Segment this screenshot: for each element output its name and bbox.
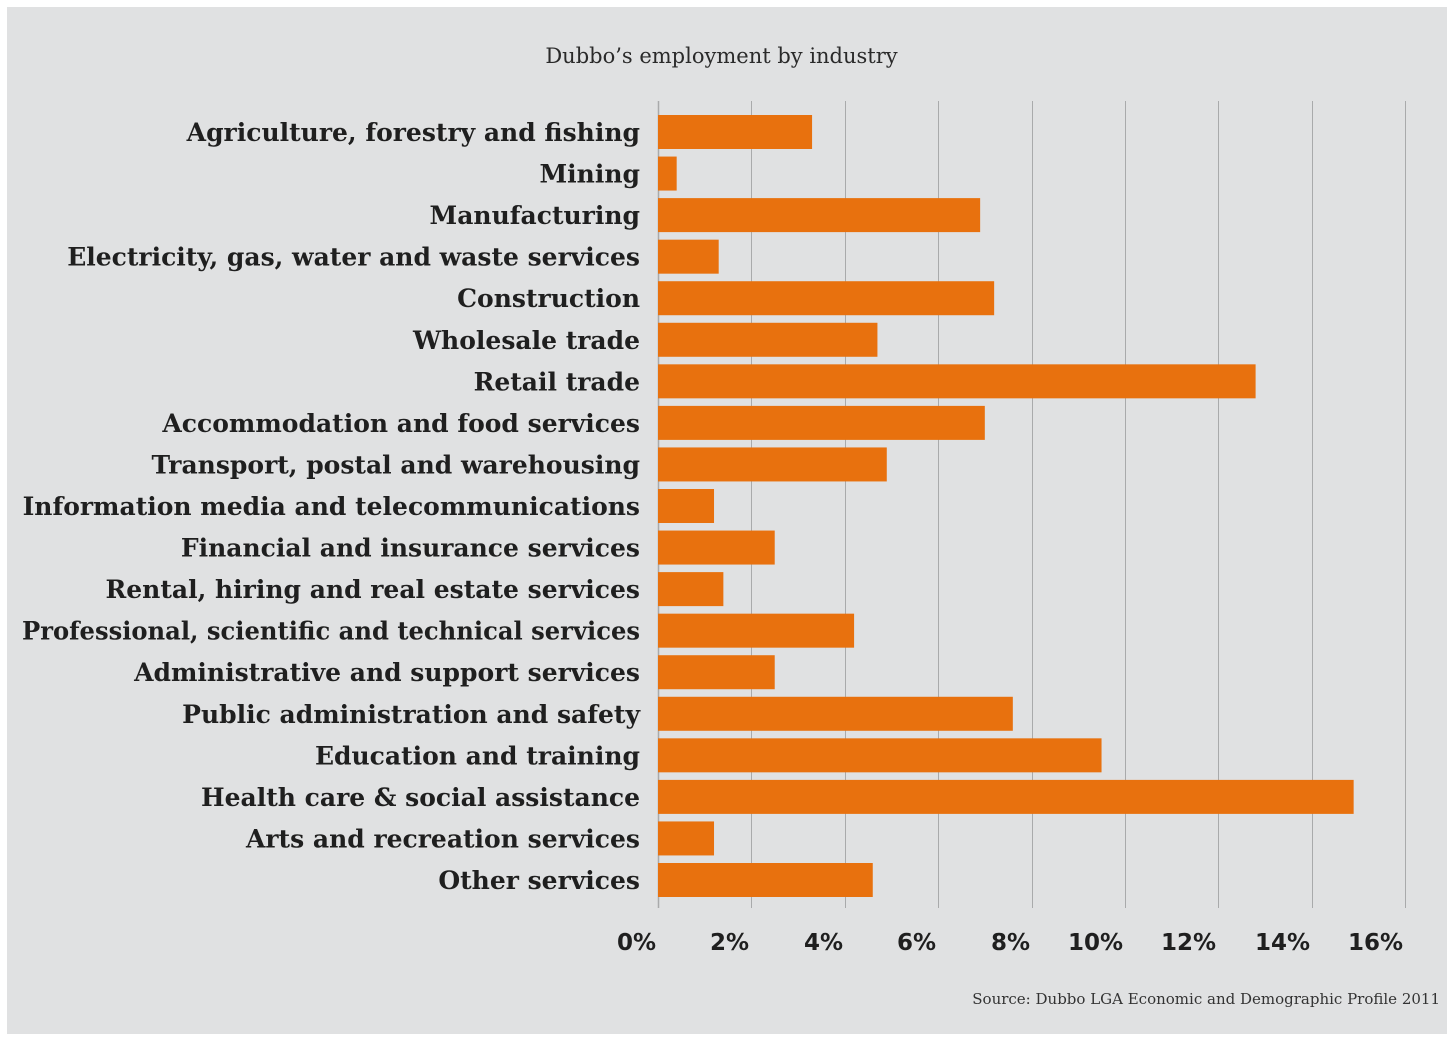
bar [658,447,887,482]
x-tick-label: 10% [1068,930,1123,956]
category-label: Arts and recreation services [245,824,640,853]
gridlines [657,101,1406,908]
category-label: Retail trade [474,367,640,396]
category-label: Transport, postal and warehousing [152,450,640,479]
x-axis-tick-labels: 0% 2% 4% 6% 8% 10% 12% 14% 16% [617,930,1403,956]
category-label: Accommodation and food services [161,409,640,438]
category-label: Public administration and safety [182,700,641,729]
category-label: Electricity, gas, water and waste servic… [67,243,640,272]
bar [658,156,677,191]
bar [658,198,981,233]
bar [658,364,1256,399]
bar [658,489,715,523]
x-tick-label: 8% [991,930,1030,956]
bars [658,115,1354,897]
category-label: Construction [457,284,640,313]
category-label: Education and training [315,741,640,770]
bar [658,863,873,897]
x-tick-label: 0% [617,930,656,956]
category-label: Manufacturing [430,201,640,230]
bar [658,239,719,274]
category-label: Rental, hiring and real estate services [105,575,640,604]
chart-title: Dubbo’s employment by industry [545,44,898,68]
bar [658,530,775,565]
category-label: Information media and telecommunications [23,492,640,521]
bar [658,115,813,149]
category-label: Administrative and support services [133,658,640,687]
category-label: Financial and insurance services [181,534,640,563]
bar [658,572,724,607]
bar [658,322,878,357]
bar [658,696,1013,731]
x-tick-label: 14% [1255,930,1310,956]
bar [658,613,855,648]
category-label: Professional, scientific and technical s… [22,617,640,646]
bar [658,405,985,440]
bar [658,821,715,856]
x-tick-label: 16% [1348,930,1403,956]
category-label: Other services [438,866,640,895]
category-label: Wholesale trade [412,326,640,355]
category-label: Health care & social assistance [201,783,640,812]
x-tick-label: 6% [897,930,936,956]
x-tick-label: 4% [804,930,843,956]
category-label: Agriculture, forestry and fishing [186,118,640,147]
bar [658,281,995,316]
x-tick-label: 12% [1161,930,1216,956]
bar [658,655,775,690]
source-note: Source: Dubbo LGA Economic and Demograph… [972,990,1440,1008]
category-labels: Agriculture, forestry and fishing Mining M… [22,118,641,895]
bar [658,738,1102,773]
category-label: Mining [539,160,640,189]
x-tick-label: 2% [710,930,749,956]
chart-panel [7,7,1447,1034]
bar [658,779,1354,814]
